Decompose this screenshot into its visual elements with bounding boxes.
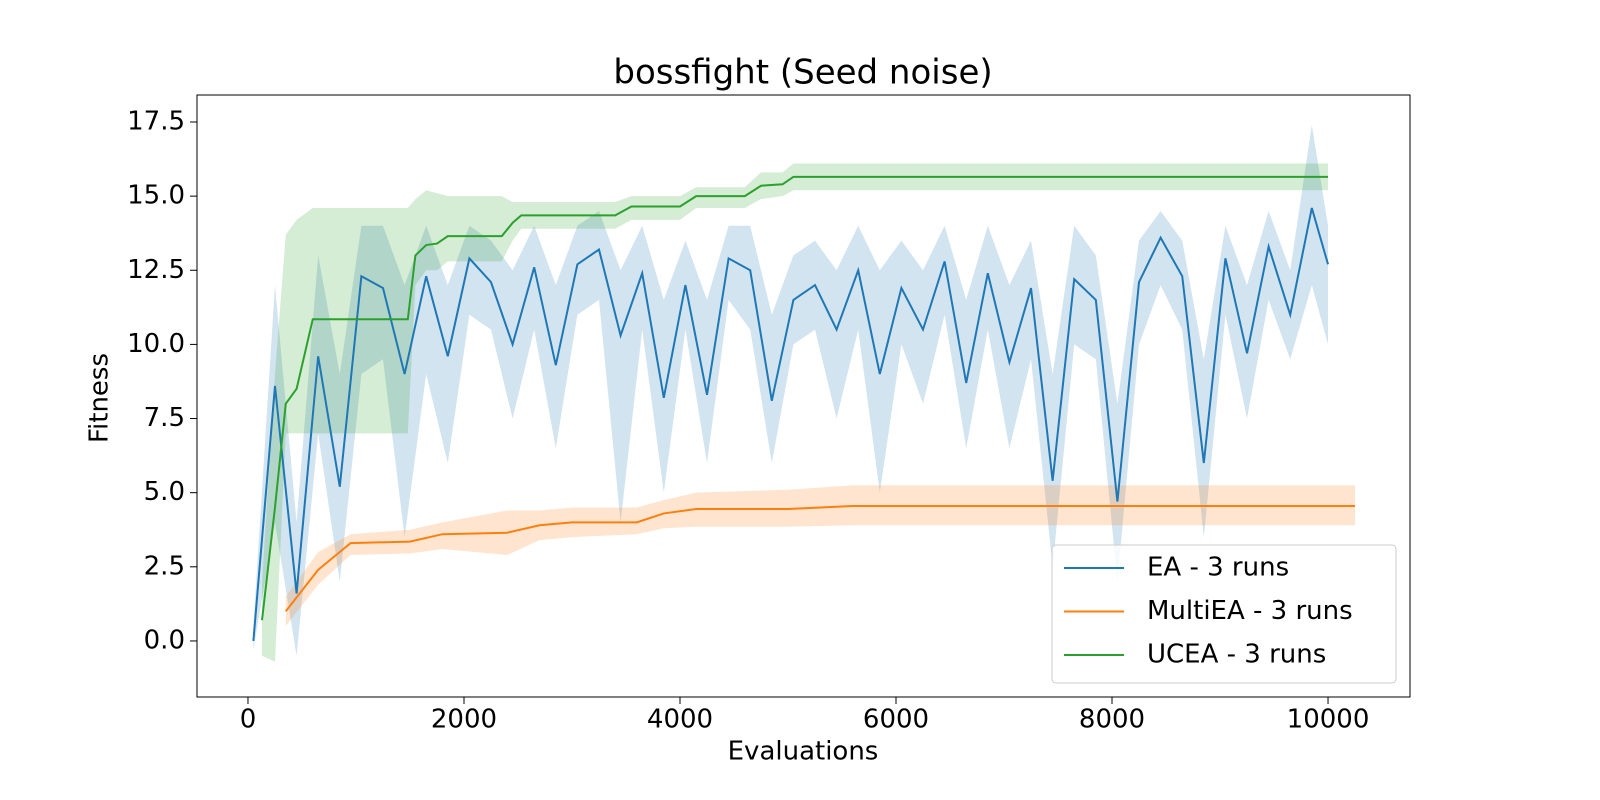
x-tick-label: 4000 [647, 705, 713, 735]
x-tick-label: 0 [240, 705, 257, 735]
confidence-band [262, 163, 1329, 662]
y-tick-label: 0.0 [144, 625, 185, 655]
confidence-band [253, 124, 1329, 656]
y-tick-label: 7.5 [144, 403, 185, 433]
x-tick-label: 2000 [431, 705, 497, 735]
y-tick-label: 17.5 [127, 106, 185, 136]
y-axis-label: Fitness [85, 353, 115, 443]
y-tick-label: 5.0 [144, 477, 185, 507]
line [261, 175, 1329, 621]
y-tick-label: 15.0 [127, 181, 185, 211]
y-tick-label: 10.0 [127, 329, 185, 359]
legend-box [1051, 544, 1397, 684]
y-tick-label: 12.5 [127, 255, 185, 285]
legend-label: EA - 3 runs [1147, 553, 1289, 583]
x-tick-label: 8000 [1079, 705, 1145, 735]
legend-label: MultiEA - 3 runs [1147, 596, 1353, 626]
line [252, 207, 1329, 642]
line [284, 505, 1356, 612]
plot-frame [196, 94, 1411, 698]
chart-title: bossfight (Seed noise) [613, 53, 992, 93]
x-axis-label: Evaluations [728, 737, 879, 767]
y-tick-label: 2.5 [144, 551, 185, 581]
legend-label: UCEA - 3 runs [1147, 640, 1326, 670]
x-tick-label: 6000 [863, 705, 929, 735]
confidence-band [285, 485, 1356, 627]
x-tick-label: 10000 [1287, 705, 1370, 735]
